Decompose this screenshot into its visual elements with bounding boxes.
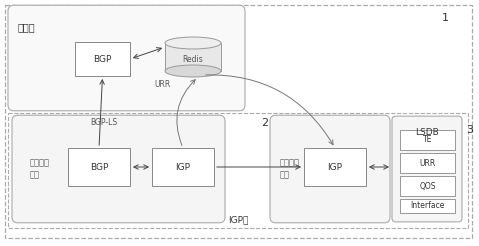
Bar bbox=[400, 176, 455, 196]
Text: URR: URR bbox=[155, 80, 171, 89]
FancyBboxPatch shape bbox=[12, 115, 225, 223]
Bar bbox=[400, 199, 455, 213]
FancyBboxPatch shape bbox=[8, 5, 245, 111]
Bar bbox=[152, 148, 214, 186]
Bar bbox=[400, 130, 455, 150]
Text: BGP: BGP bbox=[93, 55, 112, 63]
Text: 设备: 设备 bbox=[280, 170, 290, 180]
Bar bbox=[68, 148, 130, 186]
Text: TE: TE bbox=[423, 136, 432, 144]
Bar bbox=[400, 153, 455, 173]
Text: BGP-LS: BGP-LS bbox=[90, 118, 117, 127]
Bar bbox=[165, 43, 221, 71]
Ellipse shape bbox=[165, 65, 221, 77]
Text: URR: URR bbox=[420, 158, 435, 168]
Text: BGP: BGP bbox=[90, 163, 108, 171]
Text: Redis: Redis bbox=[182, 55, 204, 63]
Text: QOS: QOS bbox=[419, 182, 436, 190]
Text: IGP域: IGP域 bbox=[228, 215, 248, 224]
Text: LSDB: LSDB bbox=[415, 128, 439, 137]
FancyBboxPatch shape bbox=[392, 116, 462, 222]
Text: 第一网络: 第一网络 bbox=[30, 158, 50, 168]
Text: 3: 3 bbox=[467, 125, 474, 135]
Text: 2: 2 bbox=[262, 118, 269, 128]
Text: 1: 1 bbox=[442, 13, 448, 23]
Text: IGP: IGP bbox=[175, 163, 191, 171]
Text: 设备: 设备 bbox=[30, 170, 40, 180]
Text: 第二网络: 第二网络 bbox=[280, 158, 300, 168]
FancyBboxPatch shape bbox=[270, 115, 390, 223]
Bar bbox=[8, 113, 468, 228]
Bar bbox=[75, 42, 130, 76]
Text: IGP: IGP bbox=[328, 163, 342, 171]
Text: 控制器: 控制器 bbox=[18, 22, 35, 32]
Bar bbox=[304, 148, 366, 186]
Text: Interface: Interface bbox=[411, 201, 445, 211]
Ellipse shape bbox=[165, 37, 221, 49]
